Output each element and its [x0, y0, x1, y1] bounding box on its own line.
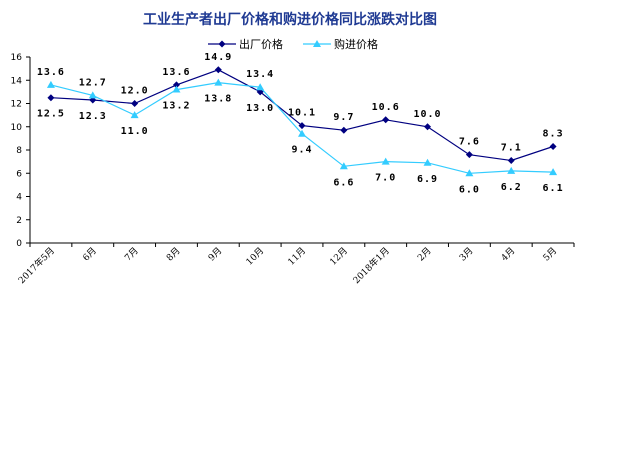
x-tick-label: 8月 [164, 245, 182, 263]
legend-label-ex-factory: 出厂价格 [239, 37, 283, 51]
data-point-diamond [424, 123, 432, 131]
data-label: 9.7 [333, 112, 354, 123]
data-label: 10.1 [288, 108, 316, 119]
y-tick-label: 4 [16, 193, 22, 203]
data-label: 13.4 [246, 69, 274, 80]
data-label: 7.1 [501, 142, 522, 153]
data-label: 12.0 [121, 86, 149, 97]
x-tick-label: 2017年5月 [16, 245, 57, 286]
data-label: 12.3 [79, 111, 107, 122]
data-label: 13.6 [37, 67, 65, 78]
x-tick-label: 5月 [541, 245, 559, 263]
data-label: 8.3 [543, 129, 564, 140]
data-point-diamond [214, 66, 222, 74]
data-point-triangle [46, 80, 55, 88]
data-point-triangle [172, 85, 181, 93]
y-tick-label: 2 [16, 216, 22, 226]
data-label: 6.2 [501, 182, 522, 193]
data-point-triangle [507, 166, 516, 174]
data-point-triangle [423, 158, 432, 166]
data-point-triangle [256, 83, 265, 91]
data-point-triangle [549, 168, 558, 176]
legend-diamond-icon [218, 40, 226, 48]
data-label-layer: 12.5 12.3 12.0 13.6 14.9 13.0 10.1 9.7 10.6 10.0 7… [37, 52, 564, 195]
data-point-diamond [465, 151, 473, 159]
y-tick-label: 8 [16, 146, 22, 156]
data-label: 7.0 [375, 173, 396, 184]
x-tick-label: 6月 [81, 245, 99, 263]
x-tick-label: 3月 [457, 245, 475, 263]
data-point-triangle [381, 157, 390, 165]
data-point-triangle [465, 169, 474, 177]
y-tick-label: 0 [16, 239, 22, 249]
x-tick-label: 12月 [328, 245, 350, 267]
data-point-diamond [549, 143, 557, 151]
series-layer [46, 66, 558, 177]
data-label: 10.0 [413, 109, 441, 120]
y-tick-label: 16 [11, 53, 23, 63]
data-point-diamond [131, 100, 139, 107]
data-label: 13.8 [204, 94, 232, 105]
data-point-diamond [172, 81, 180, 89]
x-tick-label: 11月 [286, 245, 308, 267]
x-tick-label: 10月 [244, 245, 266, 267]
y-tick-label: 10 [11, 123, 23, 133]
data-label: 6.1 [543, 183, 564, 194]
data-point-diamond [340, 126, 348, 134]
data-point-diamond [507, 156, 515, 164]
data-label: 13.6 [162, 67, 190, 78]
y-tick-label: 14 [11, 76, 23, 86]
legend: 出厂价格 购进价格 [208, 37, 378, 51]
data-label: 12.5 [37, 109, 65, 120]
x-tick-label: 2018年1月 [350, 245, 391, 286]
x-tick-label: 9月 [206, 245, 224, 263]
data-label: 13.0 [246, 103, 274, 114]
data-label: 7.6 [459, 137, 480, 148]
data-point-diamond [298, 122, 306, 130]
legend-item-purchase: 购进价格 [303, 37, 378, 51]
data-point-triangle [298, 129, 306, 137]
x-tick-label: 4月 [499, 245, 517, 263]
data-point-diamond [382, 116, 390, 124]
data-label: 9.4 [291, 145, 312, 156]
data-label: 11.0 [121, 126, 149, 137]
data-label: 14.9 [204, 52, 232, 63]
data-label: 10.6 [372, 102, 400, 113]
data-label: 6.0 [459, 184, 480, 195]
data-label: 13.2 [162, 101, 190, 112]
legend-label-purchase: 购进价格 [334, 37, 378, 51]
x-tick-label: 2月 [415, 245, 433, 263]
data-label: 6.6 [333, 177, 354, 188]
data-point-triangle [339, 162, 348, 170]
legend-triangle-icon [313, 40, 321, 47]
data-label: 12.7 [79, 77, 107, 88]
data-label: 6.9 [417, 174, 438, 185]
data-point-diamond [47, 94, 55, 102]
y-tick-label: 6 [16, 169, 22, 179]
x-tick-label: 7月 [123, 245, 141, 263]
data-point-triangle [214, 78, 223, 86]
chart-title: 工业生产者出厂价格和购进价格同比涨跌对比图 [143, 11, 437, 28]
data-point-triangle [130, 111, 139, 119]
legend-item-ex-factory: 出厂价格 [208, 37, 283, 51]
data-point-triangle [88, 91, 97, 99]
y-tick-label: 12 [11, 100, 22, 110]
